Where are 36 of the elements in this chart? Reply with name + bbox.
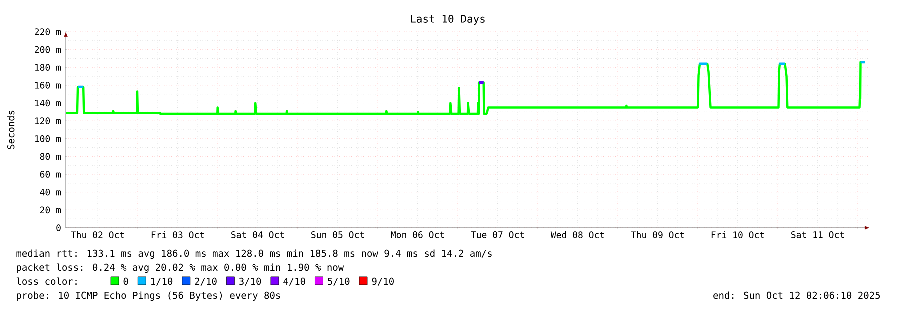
x-tick-label: Thu 02 Oct: [71, 232, 124, 238]
x-tick-label: Mon 06 Oct: [391, 232, 444, 238]
y-tick-label: 200 m: [35, 46, 62, 54]
legend-label: 0: [124, 278, 128, 286]
legend-label: 5/10: [328, 278, 350, 286]
y-axis-title: Seconds: [7, 110, 15, 150]
y-tick-label: 220 m: [35, 28, 62, 36]
legend-title: loss color:: [16, 278, 77, 286]
x-tick-label: Sat 04 Oct: [232, 232, 284, 238]
x-tick-label: Wed 08 Oct: [550, 232, 604, 238]
x-tick-label: Sun 05 Oct: [312, 232, 364, 238]
y-tick-label: 100 m: [35, 135, 62, 142]
legend-label: 2/10: [195, 278, 217, 286]
x-tick-label: Tue 07 Oct: [471, 232, 524, 238]
y-tick-label: 20 m: [40, 206, 62, 214]
y-tick-label: 0: [56, 224, 61, 232]
x-tick-label: Sat 11 Oct: [792, 232, 844, 238]
text: end: Sun Oct 12 02:06:10 2025: [714, 292, 880, 300]
x-tick-label: Thu 09 Oct: [631, 232, 684, 238]
legend-label: 3/10: [240, 278, 262, 286]
x-tick-label: Fri 10 Oct: [712, 232, 764, 238]
y-tick-label: 180 m: [35, 64, 62, 72]
y-tick-label: 40 m: [40, 188, 62, 196]
legend-label: 9/10: [372, 278, 394, 286]
y-tick-label: 140 m: [35, 100, 62, 107]
chart-title: Last 10 Days: [411, 15, 485, 25]
x-tick-label: Fri 03 Oct: [152, 232, 204, 238]
text: median rtt: 133.1 ms avg 186.0 ms max 128.0 ms min 185.8 ms now 9.4 ms sd 14.2 am/s: [16, 250, 492, 260]
y-tick-label: 120 m: [35, 118, 62, 124]
y-tick-label: 60 m: [40, 171, 62, 178]
text: packet loss: 0.24 % avg 20.02 % max 0.00 % min 1.90 % now: [17, 264, 344, 274]
y-tick-label: 160 m: [35, 82, 62, 89]
text: probe: 10 ICMP Echo Pings (56 Bytes) every 80s: [17, 292, 280, 302]
legend-label: 1/10: [151, 278, 173, 286]
legend-label: 4/10: [284, 278, 306, 286]
y-tick-label: 80 m: [40, 153, 62, 160]
